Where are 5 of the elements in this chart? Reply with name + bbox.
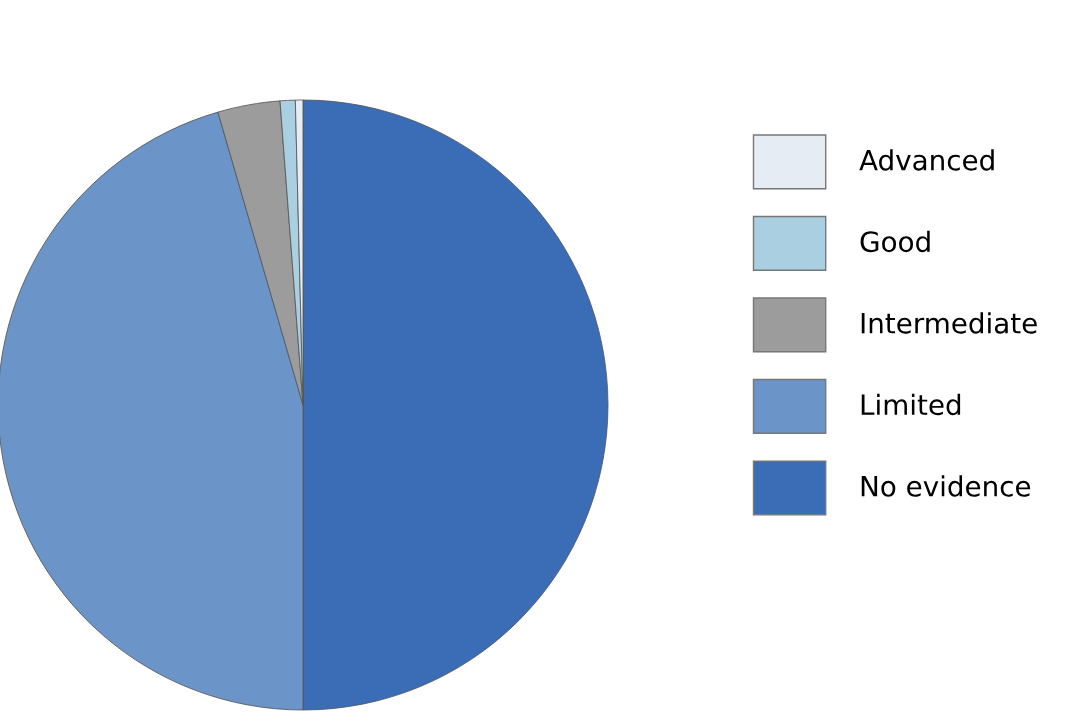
legend-label: No evidence [861, 475, 1031, 497]
legend-label: Good [860, 230, 930, 253]
legend-label: Limited [861, 393, 961, 416]
legend-label: Advanced [859, 149, 994, 171]
legend-label: Intermediate [861, 312, 1037, 334]
